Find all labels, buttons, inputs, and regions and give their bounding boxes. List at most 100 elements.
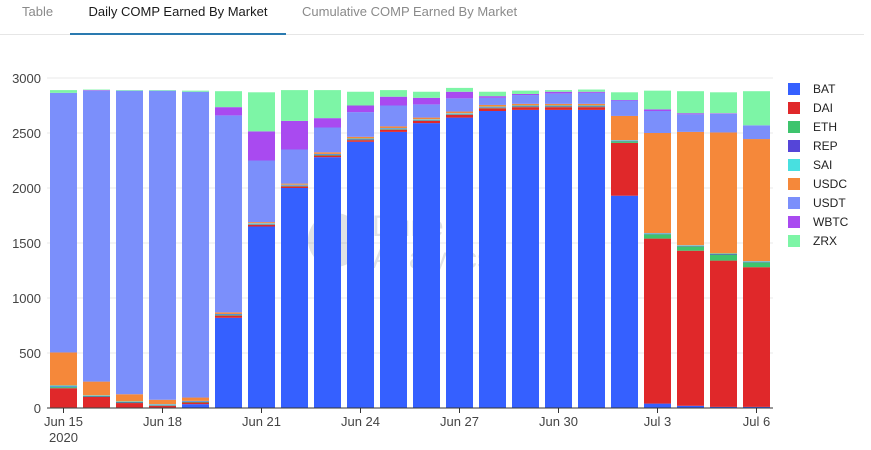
bar-eth-2 <box>116 402 143 404</box>
bar-stack-jul-2 <box>611 92 638 408</box>
bar-bat-4 <box>182 404 209 408</box>
bar-rep-16 <box>578 106 605 107</box>
bar-dai-10 <box>380 129 407 132</box>
legend-label-rep: REP <box>813 139 838 153</box>
bar-sai-20 <box>710 253 737 254</box>
legend-item-wbtc: WBTC <box>788 215 849 229</box>
bar-rep-3 <box>149 404 176 406</box>
legend-swatch-eth <box>788 121 800 133</box>
bar-sai-17 <box>611 140 638 141</box>
legend-item-zrx: ZRX <box>788 234 837 248</box>
bar-dai-15 <box>545 107 572 110</box>
legend-item-bat: BAT <box>788 82 836 96</box>
bar-sai-8 <box>314 153 341 155</box>
bar-sai-15 <box>545 105 572 107</box>
bar-rep-13 <box>479 107 506 108</box>
bar-dai-13 <box>479 108 506 111</box>
bar-sai-10 <box>380 128 407 129</box>
bar-bat-5 <box>215 317 242 408</box>
bar-wbtc-15 <box>545 91 572 94</box>
bar-stack-jun-28 <box>479 91 506 408</box>
bar-dai-4 <box>182 402 209 405</box>
bar-zrx-5 <box>215 91 242 108</box>
bar-usdt-8 <box>314 127 341 153</box>
bar-stack-jun-22 <box>281 90 308 408</box>
x-tick-label-15: Jun 30 <box>539 414 578 429</box>
tab-cumulative-comp-earned[interactable]: Cumulative COMP Earned By Market <box>302 4 518 19</box>
bar-sai-3 <box>149 404 176 405</box>
bar-zrx-14 <box>512 90 539 94</box>
bar-sai-19 <box>677 245 704 246</box>
legend-label-sai: SAI <box>813 158 832 172</box>
bar-eth-7 <box>281 185 308 187</box>
bar-rep-21 <box>743 261 770 263</box>
bar-usdt-15 <box>545 93 572 104</box>
bar-eth-3 <box>149 405 176 406</box>
bar-eth-9 <box>347 139 374 141</box>
active-tab-indicator <box>70 33 286 35</box>
bar-usdt-10 <box>380 105 407 127</box>
bar-usdc-10 <box>380 126 407 129</box>
legend-swatch-usdc <box>788 178 800 190</box>
bar-usdt-6 <box>248 160 275 223</box>
bar-rep-12 <box>446 113 473 115</box>
bar-bat-16 <box>578 109 605 409</box>
bar-usdc-15 <box>545 103 572 106</box>
x-tick-label-0: Jun 15 <box>44 414 83 429</box>
bar-rep-1 <box>83 395 110 397</box>
bar-dai-8 <box>314 155 341 158</box>
bar-bat-14 <box>512 109 539 409</box>
legend-label-bat: BAT <box>813 82 836 96</box>
y-tick-label-500: 500 <box>19 346 41 361</box>
bar-stack-jun-15 <box>50 90 77 408</box>
legend-swatch-sai <box>788 159 800 171</box>
bar-dai-21 <box>743 267 770 407</box>
bar-wbtc-13 <box>479 96 506 98</box>
bar-usdt-7 <box>281 149 308 184</box>
bar-eth-4 <box>182 401 209 403</box>
bar-dai-20 <box>710 260 737 407</box>
bar-zrx-9 <box>347 91 374 106</box>
bar-dai-19 <box>677 250 704 406</box>
bar-wbtc-9 <box>347 105 374 113</box>
bar-usdt-21 <box>743 125 770 140</box>
bar-eth-13 <box>479 107 506 109</box>
bar-wbtc-12 <box>446 91 473 99</box>
bar-rep-9 <box>347 139 374 140</box>
bar-usdc-3 <box>149 399 176 405</box>
bar-stack-jun-25 <box>380 90 407 408</box>
bar-bat-17 <box>611 195 638 408</box>
bar-sai-6 <box>248 223 275 224</box>
tab-table[interactable]: Table <box>22 4 54 19</box>
bar-stack-jun-21 <box>248 92 275 408</box>
bar-stack-jun-27 <box>446 87 473 408</box>
bar-stack-jul-4 <box>677 91 704 408</box>
legend-label-dai: DAI <box>813 101 833 115</box>
bar-eth-8 <box>314 155 341 156</box>
tab-daily-comp-earned[interactable]: Daily COMP Earned By Market <box>70 0 286 35</box>
bar-wbtc-18 <box>644 109 671 111</box>
bar-eth-0 <box>50 387 77 389</box>
bar-rep-14 <box>512 106 539 107</box>
bar-bat-7 <box>281 188 308 408</box>
bar-rep-15 <box>545 106 572 107</box>
bar-stack-jul-3 <box>644 90 671 408</box>
bar-usdc-13 <box>479 104 506 107</box>
bar-usdt-9 <box>347 112 374 137</box>
bar-bat-11 <box>413 123 440 408</box>
bar-sai-14 <box>512 105 539 107</box>
bar-rep-6 <box>248 223 275 225</box>
bar-eth-11 <box>413 120 440 121</box>
bar-usdc-2 <box>116 394 143 402</box>
bar-eth-17 <box>611 141 638 143</box>
bar-stack-jun-18 <box>149 90 176 408</box>
bar-sai-4 <box>182 400 209 402</box>
legend-label-zrx: ZRX <box>813 234 837 248</box>
bar-stack-jun-17 <box>116 90 143 408</box>
bar-stack-jun-26 <box>413 91 440 408</box>
bar-rep-8 <box>314 154 341 155</box>
bar-bat-21 <box>743 406 770 408</box>
legend-label-usdc: USDC <box>813 177 847 191</box>
